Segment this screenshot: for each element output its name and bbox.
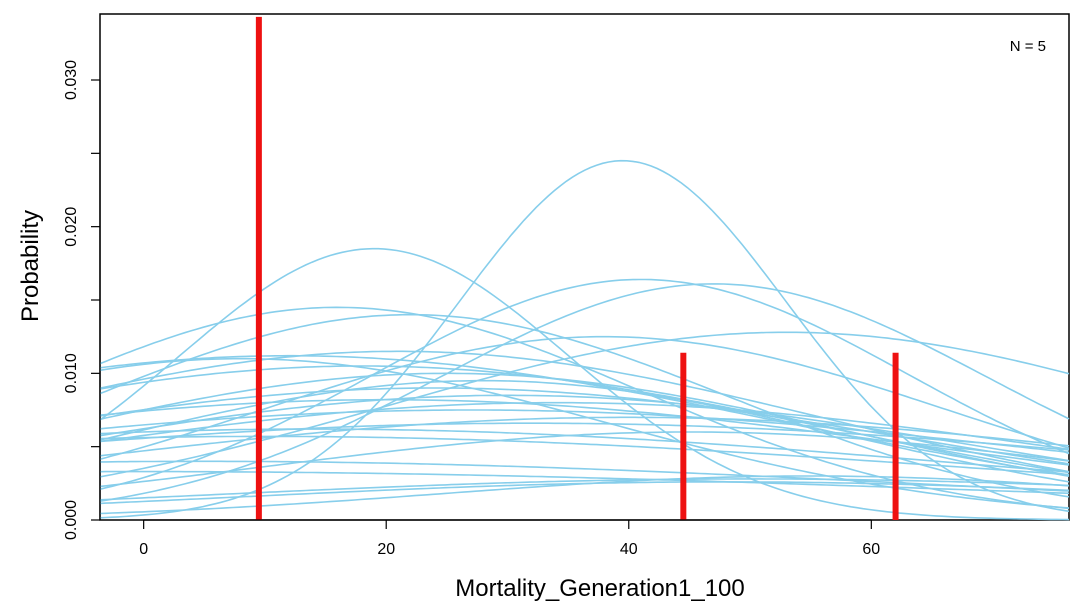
density-curves — [99, 159, 1070, 521]
y-tick-label: 0.030 — [63, 60, 80, 100]
x-axis: 0 20 40 60 — [139, 519, 880, 558]
x-tick-label: 60 — [862, 541, 880, 558]
sample-size-annotation: N = 5 — [1010, 38, 1046, 55]
density-curve-27 — [99, 470, 1070, 495]
x-tick-label: 40 — [620, 541, 638, 558]
density-curve-7 — [99, 331, 1070, 478]
y-axis: 0.000 0.010 0.020 0.030 — [63, 60, 101, 540]
observation-spikes — [255, 16, 899, 520]
x-tick-label: 20 — [377, 541, 395, 558]
density-curve-3 — [99, 278, 1070, 490]
y-tick-label: 0.000 — [63, 500, 80, 540]
y-axis-title: Probability — [17, 210, 44, 322]
x-tick-label: 0 — [139, 541, 148, 558]
x-axis-title: Mortality_Generation1_100 — [455, 575, 745, 602]
y-tick-label: 0.020 — [63, 207, 80, 247]
y-tick-label: 0.010 — [63, 353, 80, 393]
